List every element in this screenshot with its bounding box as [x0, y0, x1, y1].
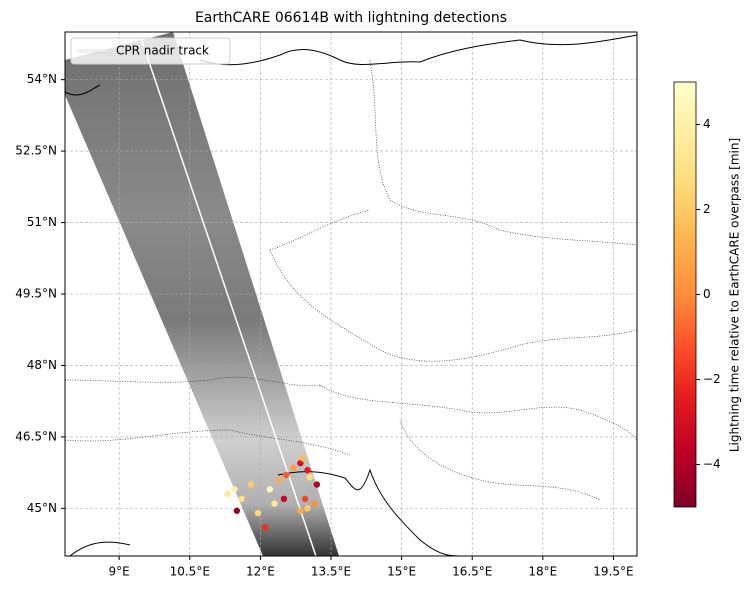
lightning-detection: [276, 476, 283, 483]
lightning-detection: [304, 467, 311, 474]
colorbar-tick-label: 4: [703, 117, 711, 131]
lightning-detection: [224, 490, 231, 498]
lightning-detection: [301, 495, 309, 503]
lightning-detection: [254, 509, 262, 517]
y-tick-label: 49.5°N: [15, 287, 57, 301]
y-tick-label: 52.5°N: [15, 144, 57, 158]
country-border: [65, 59, 637, 501]
y-tick-label: 46.5°N: [15, 429, 57, 443]
lightning-detection: [290, 464, 297, 472]
coastline: [65, 34, 637, 96]
y-tick-label: 51°N: [27, 215, 57, 229]
coastline: [277, 468, 461, 556]
lightning-detection: [297, 459, 304, 467]
legend-box: [70, 37, 231, 65]
lightning-detection: [304, 505, 311, 512]
y-tick-label: 48°N: [27, 358, 57, 372]
lightning-detection: [313, 481, 321, 488]
nadir-track: [138, 32, 317, 556]
lightning-detection: [266, 486, 273, 493]
lightning-detection: [283, 471, 290, 479]
map-area: [65, 32, 637, 556]
x-tick-label: 19.5°E: [593, 565, 633, 579]
colorbar: [673, 81, 697, 508]
lightning-detection: [271, 500, 278, 507]
x-tick-label: 10.5°E: [170, 565, 210, 579]
x-tick-label: 12°E: [246, 565, 275, 579]
lightning-detection: [311, 500, 318, 507]
lightning-detection: [231, 486, 238, 493]
x-tick-label: 18°E: [528, 565, 557, 579]
coastline: [69, 541, 131, 556]
lightning-detection: [233, 507, 241, 514]
lightning-detection: [299, 455, 306, 462]
lightning-detection: [297, 507, 304, 514]
lightning-detection: [247, 481, 255, 488]
lightning-detection: [280, 495, 288, 503]
colorbar-label: Lightning time relative to EarthCARE ove…: [728, 138, 742, 452]
colorbar-tick-label: −4: [703, 457, 721, 471]
x-tick-label: 9°E: [109, 565, 130, 579]
legend: CPR nadir track: [70, 37, 231, 65]
x-tick-label: 13.5°E: [311, 565, 351, 579]
colorbar-tick-label: −2: [703, 372, 721, 386]
y-tick-label: 45°N: [27, 501, 57, 515]
colorbar-tick-label: 2: [703, 202, 711, 216]
colorbar-tick-label: 0: [703, 287, 711, 301]
x-tick-label: 16.5°E: [452, 565, 492, 579]
lightning-detection: [306, 474, 314, 481]
lightning-detection: [261, 524, 269, 531]
chart-title: EarthCARE 06614B with lightning detectio…: [195, 10, 507, 26]
x-tick-label: 15°E: [387, 565, 416, 579]
y-tick-label: 54°N: [27, 72, 57, 86]
legend-label: CPR nadir track: [116, 44, 209, 58]
lightning-detection: [238, 495, 245, 503]
